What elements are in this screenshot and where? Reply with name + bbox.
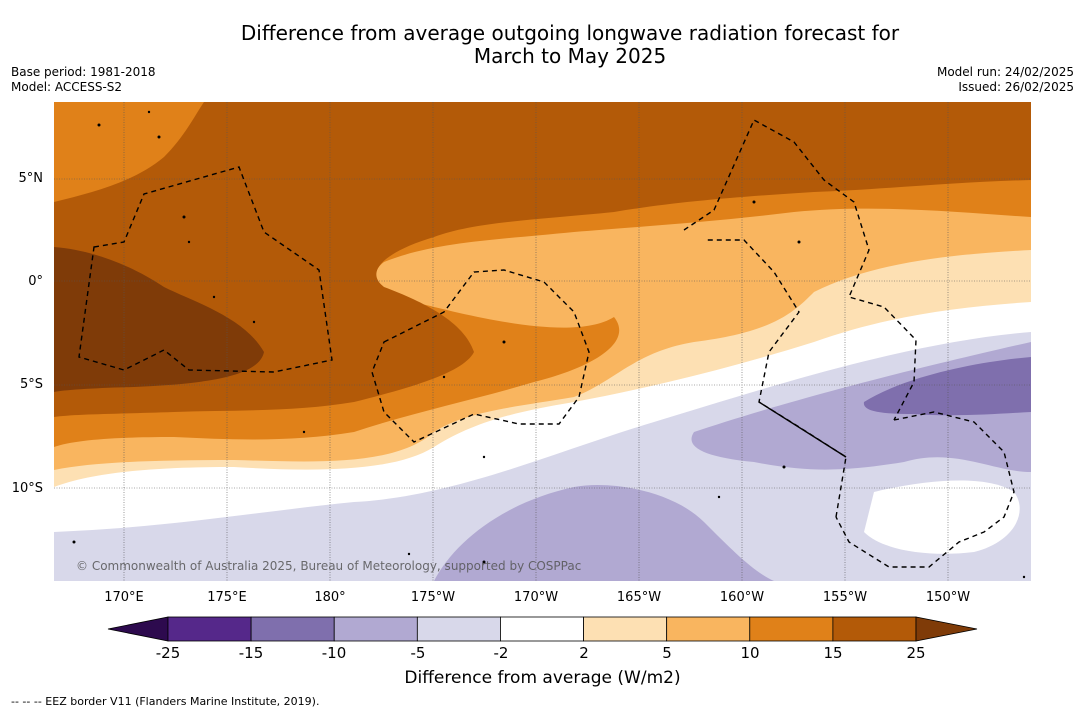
colorbar-segment: [416, 616, 501, 642]
copyright-credit: © Commonwealth of Australia 2025, Bureau…: [76, 559, 582, 573]
colorbar: [107, 616, 978, 642]
band-over-25: [54, 247, 264, 392]
title-line-1: Difference from average outgoing longwav…: [240, 21, 900, 45]
cb-label-m25: -25: [155, 644, 181, 662]
base-period: Base period: 1981-2018: [11, 65, 156, 79]
x-tick-155w: 155°W: [822, 590, 868, 605]
x-tick-170w: 170°W: [513, 590, 559, 605]
colorbar-segment: [832, 616, 917, 642]
anomaly-map: © Commonwealth of Australia 2025, Bureau…: [54, 102, 1031, 581]
eez-tuvalu-kiribati: [78, 166, 333, 373]
cb-label-2: 2: [579, 644, 589, 662]
colorbar-segment: [583, 616, 668, 642]
colorbar-segment: [167, 616, 252, 642]
cb-label-m2: -2: [493, 644, 509, 662]
cb-label-25: 25: [906, 644, 926, 662]
cb-label-m15: -15: [238, 644, 264, 662]
y-tick-5n: 5°N: [18, 171, 44, 186]
colorbar-extend-high: [915, 616, 978, 642]
eez-line-islands: [683, 119, 917, 421]
cb-label-m5: -5: [410, 644, 426, 662]
x-tick-180: 180°: [314, 590, 346, 605]
cb-label-10: 10: [740, 644, 760, 662]
model-run: Model run: 24/02/2025: [936, 65, 1074, 79]
x-tick-175e: 175°E: [207, 590, 247, 605]
eez-tokelau: [371, 269, 590, 443]
x-tick-170e: 170°E: [104, 590, 144, 605]
x-tick-175w: 175°W: [410, 590, 456, 605]
colorbar-segment: [333, 616, 418, 642]
eez-borders: [78, 119, 1015, 568]
y-tick-0: 0°: [28, 274, 43, 289]
band-minus-10-to-15: [863, 357, 1031, 416]
islands: [72, 110, 1026, 579]
y-tick-10s: 10°S: [11, 481, 43, 496]
band-minus-5-to-10-lower: [434, 485, 774, 581]
colorbar-segment: [749, 616, 834, 642]
cb-label-5: 5: [662, 644, 672, 662]
map-svg: [54, 102, 1031, 581]
colorbar-segments: [107, 616, 978, 642]
eez-footnote: -- -- -- EEZ border V11 (Flanders Marine…: [11, 695, 320, 708]
eez-solid-segment: [758, 401, 847, 458]
y-tick-5s: 5°S: [19, 377, 43, 392]
eez-polynesia: [835, 411, 1015, 568]
gridlines: [54, 102, 1031, 581]
issued-date: Issued: 26/02/2025: [958, 80, 1074, 94]
x-tick-150w: 150°W: [925, 590, 971, 605]
colorbar-segment: [500, 616, 584, 642]
colorbar-title: Difference from average (W/m2): [404, 668, 681, 688]
band-15-to-25: [54, 102, 1031, 417]
cb-label-m10: -10: [321, 644, 347, 662]
band-minus-2-to-5: [54, 332, 1031, 581]
cb-label-15: 15: [823, 644, 843, 662]
colorbar-extend-low: [107, 616, 169, 642]
x-tick-160w: 160°W: [719, 590, 765, 605]
colorbar-segment: [250, 616, 335, 642]
meta-right: Model run: 24/02/2025 Issued: 26/02/2025: [937, 65, 1074, 95]
x-tick-165w: 165°W: [616, 590, 662, 605]
map-title: Difference from average outgoing longwav…: [0, 22, 1085, 68]
colorbar-segment: [666, 616, 751, 642]
title-line-2: March to May 2025: [473, 44, 667, 68]
meta-left: Base period: 1981-2018 Model: ACCESS-S2: [11, 65, 156, 95]
model-name: Model: ACCESS-S2: [11, 80, 123, 94]
band-neutral-pocket: [864, 480, 1020, 554]
